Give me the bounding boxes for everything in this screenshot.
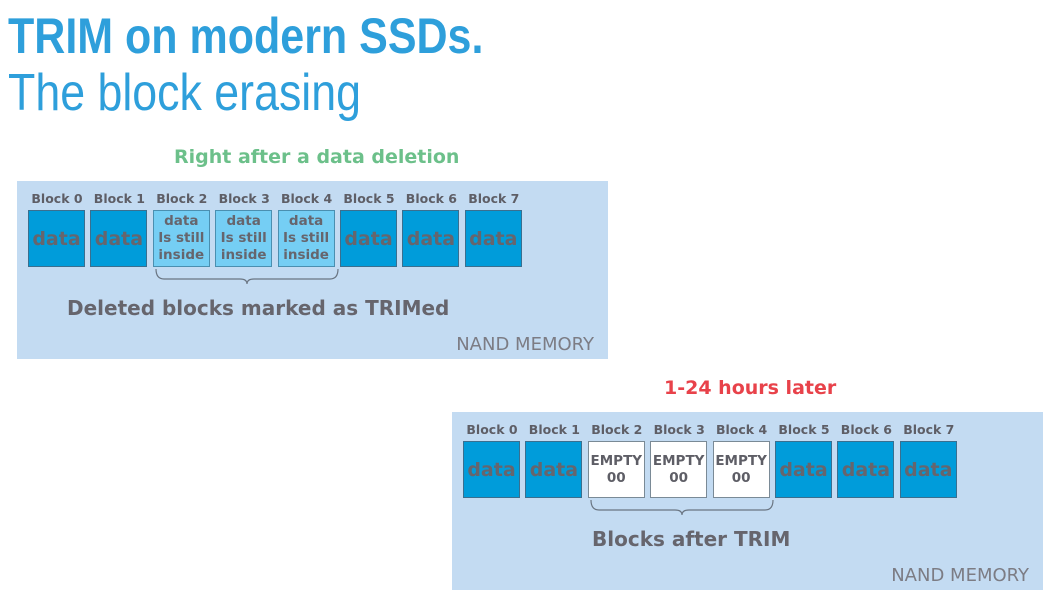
block-content-text: data [94,227,144,250]
memory-block-full: data [402,210,460,267]
memory-block-empty: EMPTY 00 [650,441,708,498]
before-brace-label: Deleted blocks marked as TRIMed [67,296,450,320]
memory-block-full: data [525,441,583,498]
block-content-text: Is still [158,230,205,246]
memory-block-empty: EMPTY 00 [712,441,770,498]
brace-icon [155,269,339,285]
block-content-text: 00 [606,469,626,486]
block-label: Block 2 [156,191,208,206]
block-label: Block 3 [653,422,705,437]
after-nand-panel: Blocks after TRIM NAND MEMORY Block 0 dat… [452,412,1043,590]
before-nand-panel: Deleted blocks marked as TRIMed NAND MEM… [17,181,608,359]
block-content-text: data [406,227,456,250]
block-content-text: Is still [220,230,267,246]
memory-block-trim: data Is still inside [277,210,335,267]
block-label: Block 7 [903,422,955,437]
memory-block-trim: data Is still inside [152,210,210,267]
after-caption: 1-24 hours later [664,377,837,399]
block-content-text: data [779,458,828,481]
memory-block-full: data [90,210,148,267]
block-content-text: data [469,227,518,250]
block-content-text: data [164,213,199,229]
memory-block-trim: data Is still inside [215,210,273,267]
block-content-text: data [344,227,393,250]
block-content-text: Is still [283,230,330,246]
block-content-text: data [529,458,579,481]
block-label: Block 0 [466,422,518,437]
block-label: Block 4 [281,191,333,206]
block-content-text: data [226,213,261,229]
block-label: Block 6 [840,422,892,437]
title-heading: TRIM on modern SSDs. [8,8,484,64]
memory-block-full: data [775,441,832,498]
brace-icon [590,500,774,516]
block-content-text: data [904,458,953,481]
block-content-text: data [841,458,891,481]
block-content-text: EMPTY [652,452,705,469]
block-content-text: EMPTY [715,452,767,469]
memory-block-full: data [340,210,397,267]
memory-block-full: data [463,441,520,498]
block-label: Block 3 [218,191,270,206]
block-label: Block 4 [716,422,768,437]
block-content-text: inside [283,247,329,263]
block-label: Block 5 [343,191,395,206]
block-label: Block 6 [405,191,457,206]
block-label: Block 1 [93,191,145,206]
memory-block-empty: EMPTY 00 [587,441,645,498]
after-memory-label: NAND MEMORY [891,565,1029,586]
block-content-text: data [32,227,81,250]
before-caption: Right after a data deletion [174,146,460,168]
block-label: Block 0 [31,191,83,206]
memory-block-full: data [899,441,957,498]
block-label: Block 1 [528,422,580,437]
memory-block-full: data [464,210,522,267]
block-content-text: data [467,458,516,481]
block-content-text: inside [158,247,205,263]
block-content-text: data [288,213,324,229]
block-label: Block 7 [468,191,520,206]
title-subheading: The block erasing [8,64,361,122]
before-memory-label: NAND MEMORY [456,334,594,355]
block-label: Block 2 [591,422,643,437]
memory-block-full: data [28,210,85,267]
memory-block-full: data [837,441,895,498]
block-content-text: 00 [731,469,751,486]
block-content-text: inside [220,247,267,263]
block-label: Block 5 [778,422,830,437]
block-content-text: EMPTY [590,452,643,469]
after-brace-label: Blocks after TRIM [592,527,791,551]
block-content-text: 00 [669,469,689,486]
